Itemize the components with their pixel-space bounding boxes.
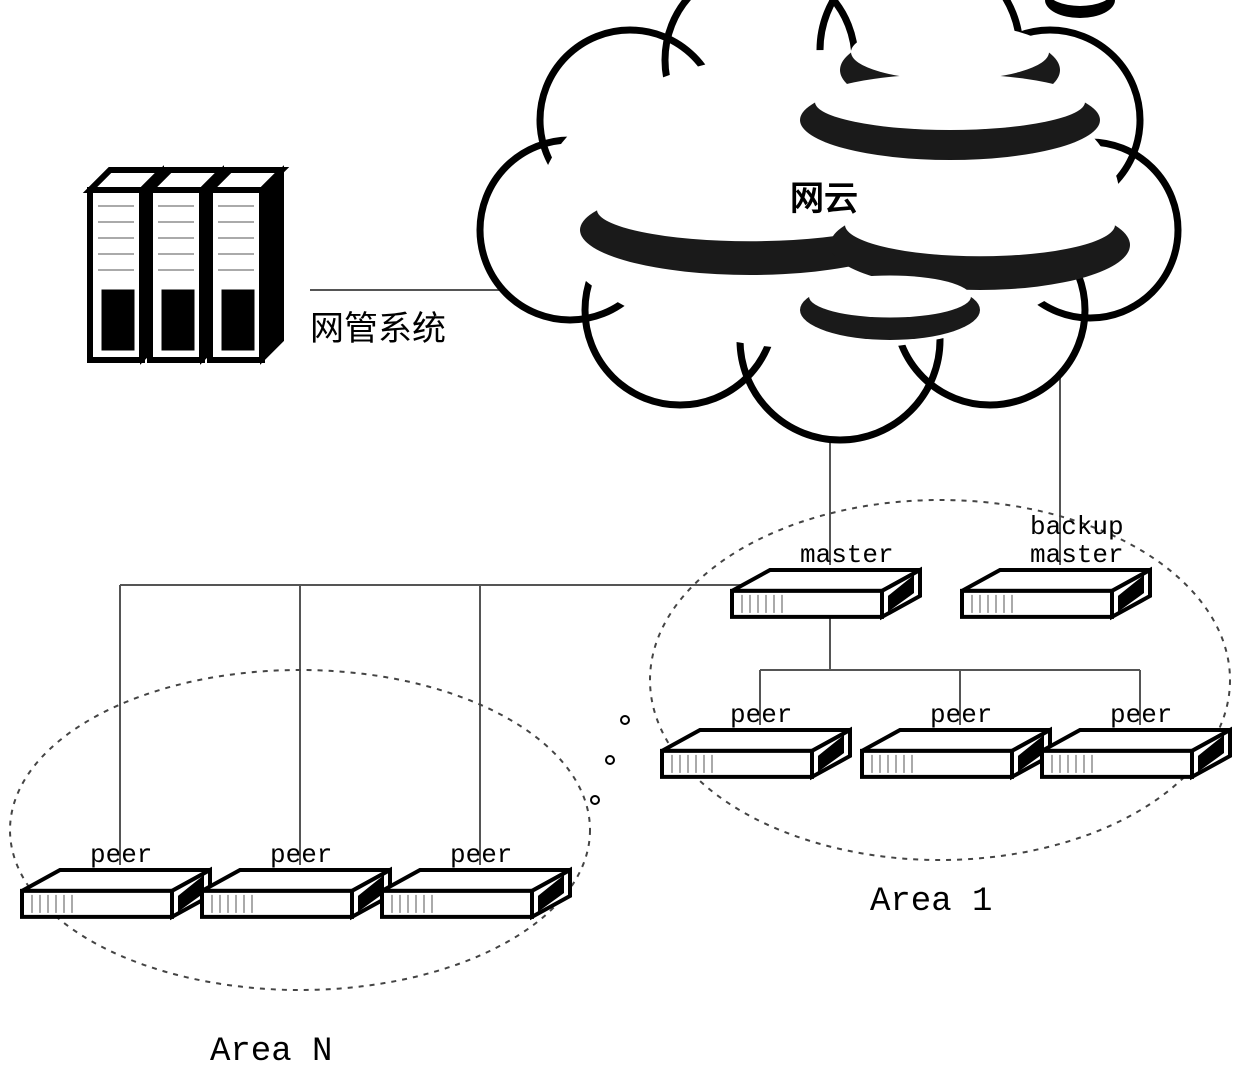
- nms-label: 网管系统: [310, 310, 446, 348]
- area1-peer-0: peer: [662, 700, 850, 777]
- diagram-canvas: 网管系统 网云 masterbackupmasterpeerpeerpeerpe…: [0, 0, 1240, 1085]
- area-1-boundary: [650, 500, 1230, 860]
- areaN-peer-2-label: peer: [450, 840, 512, 870]
- ellipsis-dot-2: [591, 796, 599, 804]
- area1-peer-2: peer: [1042, 700, 1230, 777]
- areaN-peer-0: peer: [22, 840, 210, 917]
- areaN-peer-1: peer: [202, 840, 390, 917]
- area1-peer-1-label: peer: [930, 700, 992, 730]
- backup-master-device-label: backup: [1030, 512, 1124, 542]
- area1-peer-2-label: peer: [1110, 700, 1172, 730]
- ellipsis-dots: [591, 716, 629, 804]
- area-1-label: Area 1: [870, 883, 992, 921]
- backup-master-device-label: master: [1030, 540, 1124, 570]
- cloud-label: 网云: [790, 181, 858, 218]
- ellipsis-dot-1: [606, 756, 614, 764]
- area1-peer-0-label: peer: [730, 700, 792, 730]
- master-device-label: master: [800, 540, 894, 570]
- ellipsis-dot-0: [621, 716, 629, 724]
- nms-server: 网管系统: [90, 170, 446, 360]
- master-device: master: [732, 540, 920, 617]
- area1-peer-1: peer: [862, 700, 1050, 777]
- area-n-label: Area N: [210, 1033, 332, 1071]
- backup-master-device: backupmaster: [962, 512, 1150, 617]
- areaN-peer-1-label: peer: [270, 840, 332, 870]
- areaN-peer-0-label: peer: [90, 840, 152, 870]
- areaN-peer-2: peer: [382, 840, 570, 917]
- network-cloud: 网云: [480, 0, 1178, 440]
